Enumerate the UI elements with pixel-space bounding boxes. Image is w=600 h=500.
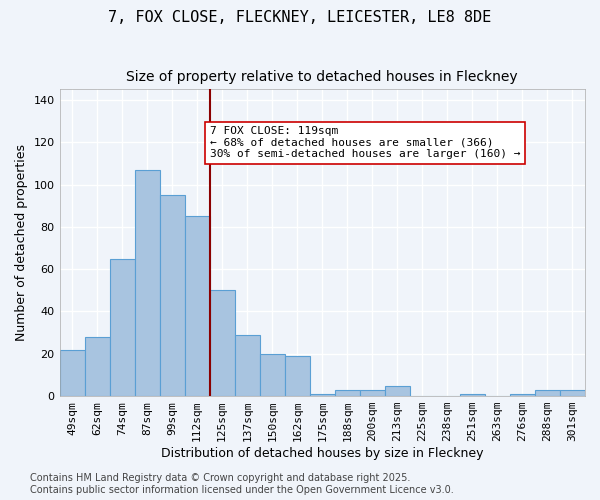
Bar xyxy=(110,258,134,396)
Title: Size of property relative to detached houses in Fleckney: Size of property relative to detached ho… xyxy=(127,70,518,84)
Bar xyxy=(209,290,235,396)
Bar xyxy=(535,390,560,396)
Bar xyxy=(510,394,535,396)
Bar xyxy=(285,356,310,396)
Bar xyxy=(185,216,209,396)
Bar xyxy=(560,390,585,396)
Bar xyxy=(360,390,385,396)
Text: Contains HM Land Registry data © Crown copyright and database right 2025.
Contai: Contains HM Land Registry data © Crown c… xyxy=(30,474,454,495)
X-axis label: Distribution of detached houses by size in Fleckney: Distribution of detached houses by size … xyxy=(161,447,484,460)
Bar xyxy=(134,170,160,396)
Bar xyxy=(59,350,85,396)
Bar xyxy=(460,394,485,396)
Bar xyxy=(85,337,110,396)
Bar xyxy=(335,390,360,396)
Text: 7 FOX CLOSE: 119sqm
← 68% of detached houses are smaller (366)
30% of semi-detac: 7 FOX CLOSE: 119sqm ← 68% of detached ho… xyxy=(209,126,520,160)
Bar xyxy=(385,386,410,396)
Text: 7, FOX CLOSE, FLECKNEY, LEICESTER, LE8 8DE: 7, FOX CLOSE, FLECKNEY, LEICESTER, LE8 8… xyxy=(109,10,491,25)
Bar xyxy=(160,195,185,396)
Bar xyxy=(260,354,285,396)
Bar xyxy=(235,334,260,396)
Y-axis label: Number of detached properties: Number of detached properties xyxy=(15,144,28,341)
Bar xyxy=(310,394,335,396)
